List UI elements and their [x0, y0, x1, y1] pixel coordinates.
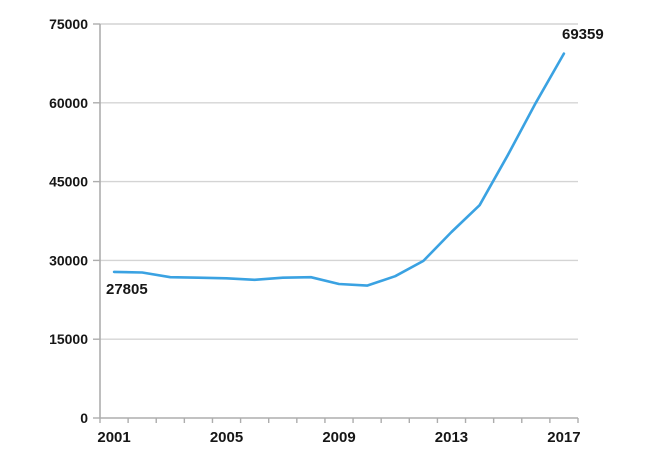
x-axis-label-2009: 2009 [322, 429, 355, 446]
x-axis-label-2005: 2005 [210, 429, 243, 446]
end-value-label: 69359 [562, 26, 604, 43]
start-value-label: 27805 [106, 281, 148, 298]
y-axis-label-15000: 15000 [49, 331, 88, 347]
trend-line [112, 52, 566, 287]
y-axis-label-0: 0 [80, 410, 88, 426]
x-axis-label-2001: 2001 [97, 429, 130, 446]
y-axis-label-75000: 75000 [49, 16, 88, 32]
y-axis-label-30000: 30000 [49, 252, 88, 268]
y-axis-label-45000: 45000 [49, 174, 88, 190]
x-axis-label-2017: 2017 [547, 429, 580, 446]
x-axis-label-2013: 2013 [435, 429, 468, 446]
y-axis-label-60000: 60000 [49, 95, 88, 111]
